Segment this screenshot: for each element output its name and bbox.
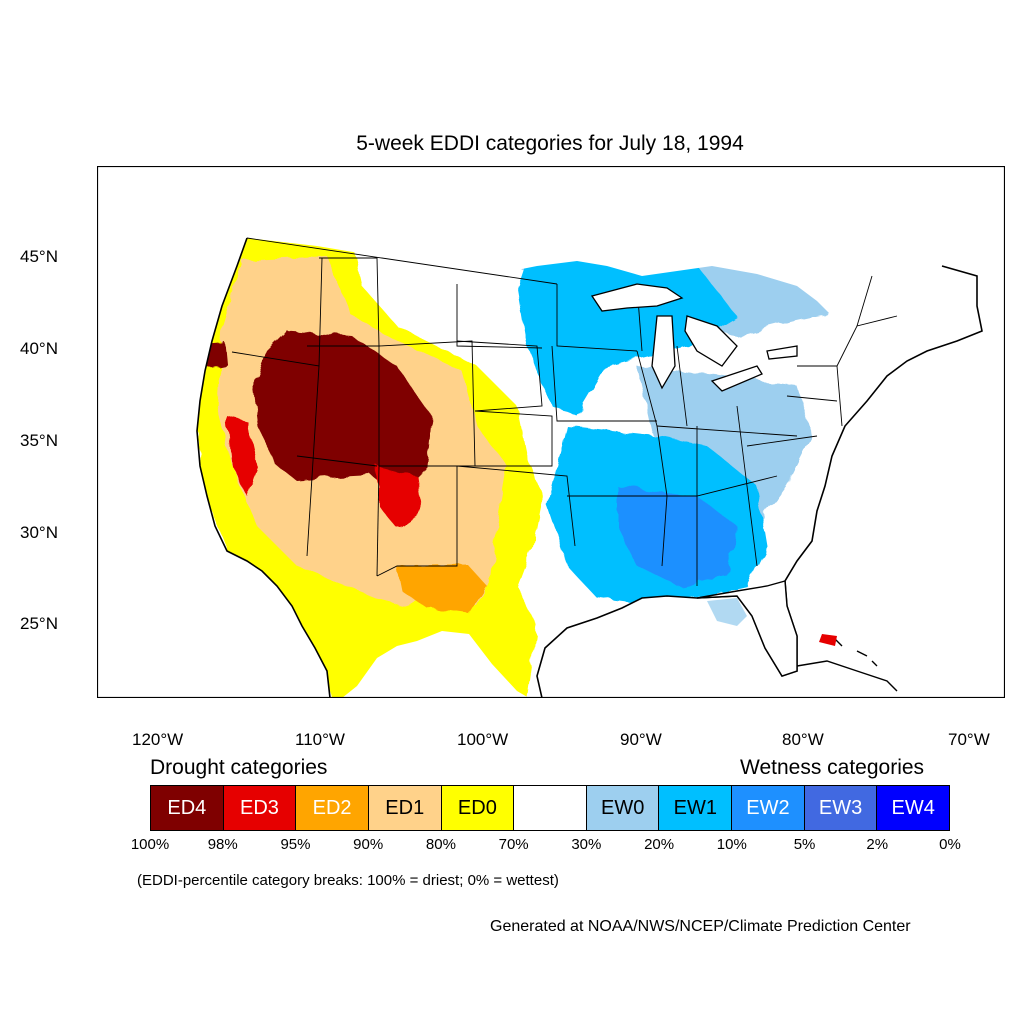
florida-wet [707, 598, 747, 626]
legend-color-bar: ED4 ED3 ED2 ED1 ED0 EW0 EW1 EW2 EW3 EW4 [150, 785, 950, 831]
great-lakes [590, 283, 798, 392]
legend-cell-ew3: EW3 [804, 786, 878, 830]
lon-label-90: 90°W [620, 730, 662, 749]
break-label: 80% [425, 836, 456, 853]
legend-cell-ed4: ED4 [151, 786, 224, 830]
lat-label-25: 25°N [20, 614, 58, 633]
region-ed4-california [202, 342, 227, 368]
region-ew1-midwest [517, 256, 737, 416]
lake-erie [710, 365, 763, 392]
caribbean-drought [819, 634, 837, 646]
break-label: 70% [498, 836, 529, 853]
lon-label-70: 70°W [948, 730, 990, 749]
breaks-note: (EDDI-percentile category breaks: 100% =… [137, 872, 559, 889]
florida [696, 580, 798, 677]
eddi-map [97, 166, 1005, 698]
break-label: 2% [866, 836, 889, 853]
legend-cell-ew0: EW0 [586, 786, 660, 830]
region-ew2-south [617, 486, 737, 586]
state-boundaries [231, 237, 898, 586]
lon-label-80: 80°W [782, 730, 824, 749]
break-label: 98% [207, 836, 238, 853]
map-border [97, 166, 1005, 698]
legend-cell-none [514, 786, 587, 830]
drought-heading: Drought categories [150, 756, 328, 779]
break-label: 5% [793, 836, 816, 853]
region-ew0-east [637, 366, 812, 526]
legend-cell-ed2: ED2 [296, 786, 369, 830]
region-ed3-fringe [377, 466, 422, 528]
lon-label-100: 100°W [457, 730, 509, 749]
lat-label-40: 40°N [20, 339, 58, 358]
lat-label-35: 35°N [20, 431, 58, 450]
break-label: 30% [571, 836, 602, 853]
legend-cell-ew4: EW4 [877, 786, 950, 830]
lon-label-110: 110°W [295, 730, 345, 749]
lake-michigan [651, 315, 676, 390]
lake-superior [590, 283, 684, 312]
break-label: 95% [280, 836, 311, 853]
lake-huron [684, 315, 738, 367]
credit-text: Generated at NOAA/NWS/NCEP/Climate Predi… [490, 918, 911, 935]
break-label: 100% [130, 836, 170, 853]
region-ed4-core [252, 331, 432, 496]
legend-cell-ed3: ED3 [223, 786, 297, 830]
region-ed2-southwest [397, 564, 487, 614]
lon-label-120: 120°W [132, 730, 184, 749]
lat-label-45: 45°N [20, 247, 58, 266]
break-label: 90% [353, 836, 384, 853]
lake-ontario [766, 345, 798, 360]
break-label: 0% [939, 836, 961, 853]
break-label: 10% [716, 836, 747, 853]
caribbean-islands [796, 635, 898, 692]
legend-cell-ed0: ED0 [441, 786, 515, 830]
region-ed3-california [227, 416, 257, 496]
break-label: 20% [644, 836, 675, 853]
legend-cell-ew1: EW1 [659, 786, 733, 830]
lat-label-30: 30°N [20, 523, 58, 542]
map-title: 5-week EDDI categories for July 18, 1994 [356, 132, 744, 155]
legend-cell-ed1: ED1 [368, 786, 442, 830]
legend-cell-ew2: EW2 [732, 786, 805, 830]
wetness-heading: Wetness categories [740, 756, 925, 779]
